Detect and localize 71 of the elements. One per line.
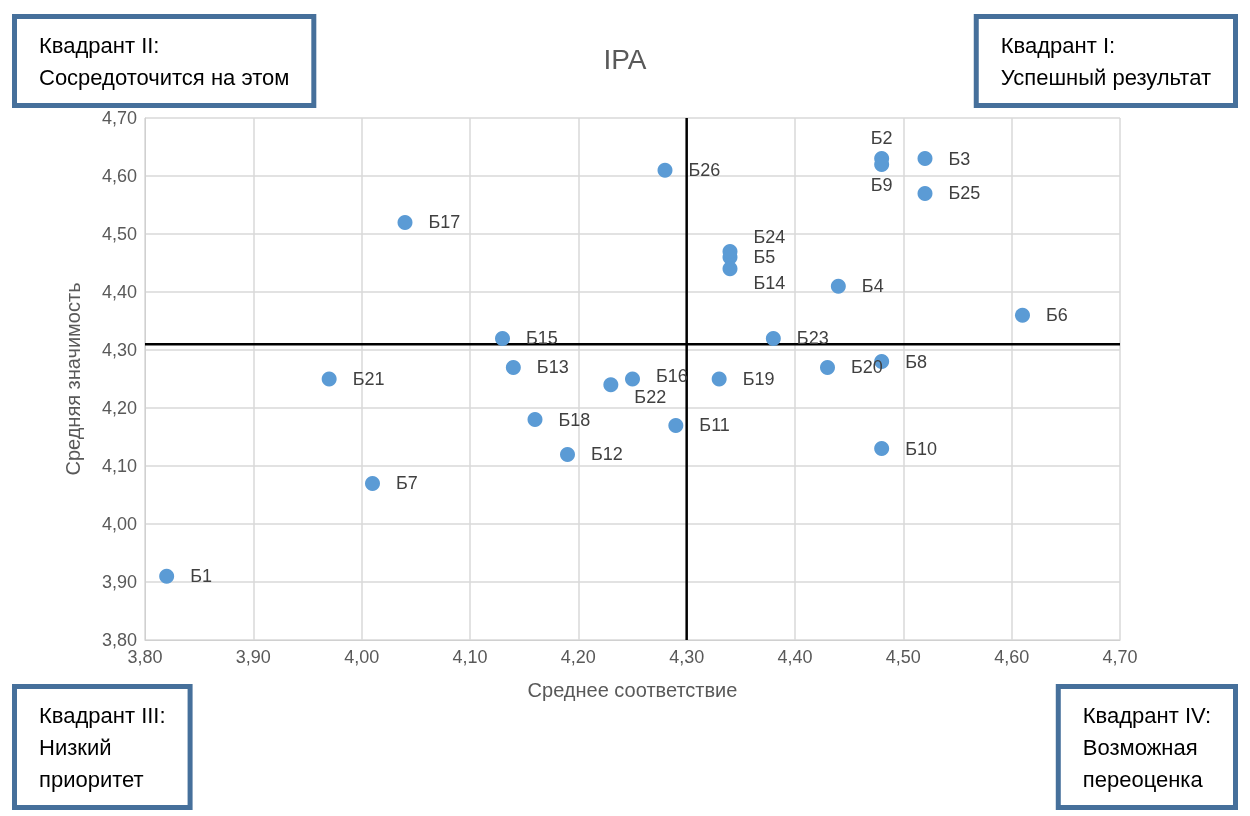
y-tick-label: 4,40	[101, 282, 137, 302]
data-label: Б26	[688, 160, 721, 181]
data-label: Б8	[905, 351, 927, 372]
point	[527, 412, 543, 428]
data-label: Б17	[428, 212, 461, 233]
x-tick-label: 3,90	[235, 647, 271, 667]
y-tick-label: 4,30	[101, 340, 137, 360]
x-tick-label: 4,20	[560, 647, 596, 667]
x-tick-label: 4,50	[885, 647, 921, 667]
data-label: Б20	[851, 357, 883, 378]
data-label: Б3	[948, 148, 971, 169]
data-label: Б19	[742, 369, 775, 389]
point	[1015, 307, 1030, 323]
data-label: Б10	[905, 438, 938, 459]
x-tick-label: 3,80	[127, 647, 163, 667]
data-label: Б13	[536, 357, 569, 378]
text: Квадрант II: Сосредоточится на этом	[39, 32, 290, 90]
y-tick-label: 4,70	[101, 108, 137, 128]
point	[159, 568, 175, 584]
data-label: Б24	[753, 227, 786, 248]
text: Квадрант III: Низкий приоритет	[39, 702, 166, 792]
data-label: Б2	[870, 128, 893, 149]
point	[874, 441, 890, 457]
y-tick-label: 4,10	[101, 456, 137, 476]
data-label: Б7	[396, 473, 418, 494]
y-tick-label: 3,90	[101, 572, 137, 592]
point	[820, 359, 835, 375]
chart-title: IPA	[603, 43, 647, 75]
x-tick-label: 4,30	[669, 647, 705, 667]
point	[625, 371, 640, 387]
data-label: Б25	[948, 183, 981, 204]
y-tick-label: 4,60	[101, 166, 137, 186]
y-tick-label: 3,80	[101, 630, 137, 650]
y-tick-label: 4,50	[101, 224, 137, 244]
data-label: Б22	[634, 386, 667, 407]
point	[505, 359, 521, 375]
x-tick-label: 4,60	[994, 647, 1030, 667]
point	[668, 417, 684, 433]
y-axis-title: Средняя значимость	[62, 282, 84, 476]
x-tick-label: 4,40	[777, 647, 813, 667]
point	[722, 261, 738, 277]
x-tick-label: 4,00	[344, 647, 380, 667]
data-label: Б18	[558, 409, 591, 430]
data-label: Б6	[1046, 305, 1068, 326]
x-tick-label: 4,70	[1102, 647, 1138, 667]
point	[830, 278, 846, 294]
point	[711, 371, 727, 387]
data-label: Б9	[870, 174, 893, 195]
point	[321, 371, 337, 387]
data-label: Б1	[190, 566, 212, 587]
data-label: Б11	[699, 415, 730, 436]
x-axis-title: Среднее соответствие	[527, 679, 738, 701]
point	[495, 330, 510, 346]
data-label: Б12	[591, 444, 623, 465]
point	[603, 377, 619, 393]
data-label: Б21	[352, 369, 385, 389]
point	[917, 151, 933, 167]
y-tick-label: 4,00	[101, 514, 137, 534]
point	[365, 475, 380, 491]
text: Квадрант IV: Возможная переоценка	[1082, 702, 1211, 792]
data-label: Б5	[753, 247, 776, 268]
text: Квадрант I: Успешный результат	[1000, 32, 1211, 90]
point	[917, 185, 933, 201]
point	[560, 446, 575, 462]
data-label: Б4	[861, 276, 884, 297]
data-label: Б14	[753, 272, 786, 293]
y-tick-label: 4,20	[101, 398, 137, 418]
x-tick-label: 4,10	[452, 647, 488, 667]
point	[657, 162, 673, 178]
point	[397, 214, 413, 230]
point	[765, 330, 781, 346]
